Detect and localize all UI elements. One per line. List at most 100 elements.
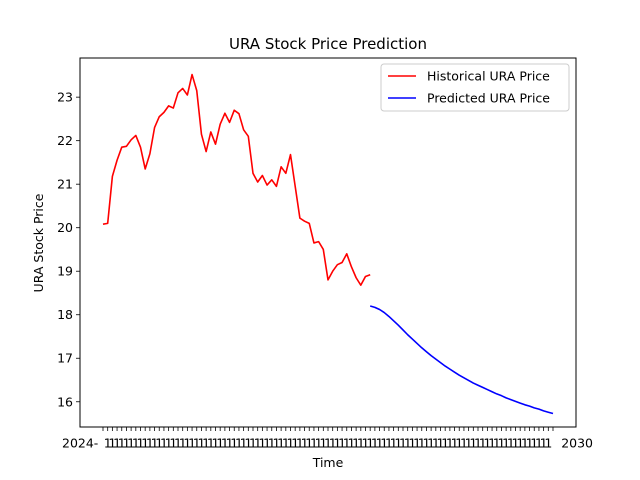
x-tick-label: 1 [104,436,112,451]
legend-label-predicted: Predicted URA Price [427,91,550,106]
x-tick-label: 1 [488,436,496,451]
y-tick-label: 22 [57,133,73,148]
y-axis-label: URA Stock Price [31,193,46,292]
x-axis-label: Time [312,455,344,470]
x-tick-label: 1 [183,436,191,451]
x-tick-label: 1 [122,436,130,451]
y-tick-label: 16 [57,394,73,409]
x-tick-label: 1 [165,436,173,451]
x-tick-label: 1 [479,436,487,451]
x-tick-label: 1 [230,436,238,451]
x-tick-label: 1 [197,436,205,451]
x-tick-label: 1 [540,436,548,451]
x-tick-label: 1 [366,436,374,451]
x-tick-label: 1 [118,436,126,451]
series-line-predicted [369,305,554,415]
chart-title: URA Stock Price Prediction [229,35,427,53]
x-tick-label: 1 [212,436,220,451]
x-tick-label: 1 [287,436,295,451]
y-tick-label: 17 [57,351,73,366]
x-tick-label: 1 [469,436,477,451]
x-tick-label: 1 [535,436,543,451]
x-tick-label: 1 [174,436,182,451]
x-tick-label: 1 [474,436,482,451]
x-tick-label: 1 [502,436,510,451]
x-tick-label: 1 [451,436,459,451]
x-tick-label: 1 [404,436,412,451]
x-tick-label: 1 [160,436,168,451]
x-tick-label: 1 [249,436,257,451]
x-axis: 2024- 11111111111111111111111111111111111… [62,427,593,451]
x-tick-label: 1 [455,436,463,451]
x-tick-label: 1 [216,436,224,451]
y-tick-label: 21 [57,177,73,192]
x-tick-label: 1 [376,436,384,451]
x-tick-label: 1 [132,436,140,451]
x-tick-label: 1 [530,436,538,451]
x-tick-label: 1 [329,436,337,451]
x-tick-label: 1 [324,436,332,451]
x-tick-label: 1 [352,436,360,451]
x-tick-label: 1 [151,436,159,451]
x-tick-label: 1 [296,436,304,451]
legend: Historical URA Price Predicted URA Price [380,63,570,112]
x-tick-label: 1 [437,436,445,451]
x-tick-label: 1 [268,436,276,451]
x-tick-label: 1 [258,436,266,451]
x-tick-label: 1 [221,436,229,451]
x-tick-label: 1 [310,436,318,451]
plot-frame [79,57,577,428]
x-tick-label: 1 [108,436,116,451]
x-tick-label: 1 [127,436,135,451]
x-tick-label: 1 [338,436,346,451]
x-tick-label: 1 [544,436,552,451]
x-tick-label: 1 [493,436,501,451]
x-tick-label: 1 [507,436,515,451]
x-tick-label: 1 [512,436,520,451]
x-tick-label: 1 [202,436,210,451]
x-tick-label: 1 [263,436,271,451]
x-tick-label-left: 2024- [62,436,98,451]
x-tick-label: 1 [301,436,309,451]
series-layer [102,73,554,415]
x-tick-label: 1 [497,436,505,451]
plot-area [80,58,576,427]
y-tick-label: 19 [57,264,73,279]
x-tick-label: 1 [347,436,355,451]
x-tick-label: 1 [254,436,262,451]
x-tick-label: 1 [394,436,402,451]
x-tick-label: 1 [483,436,491,451]
x-tick-label: 1 [305,436,313,451]
x-tick-label: 1 [272,436,280,451]
y-tick-label: 23 [57,90,73,105]
x-tick-label: 1 [291,436,299,451]
x-tick-label: 1 [413,436,421,451]
x-tick-label: 1 [207,436,215,451]
legend-box [380,63,570,112]
y-tick-label: 18 [57,307,73,322]
x-tick-label: 1 [399,436,407,451]
x-tick-label: 1 [282,436,290,451]
x-tick-label: 1 [380,436,388,451]
x-tick-label: 1 [155,436,163,451]
legend-label-historical: Historical URA Price [427,69,550,84]
x-tick-label: 1 [362,436,370,451]
y-axis: 16 17 18 19 20 21 22 23 [57,90,80,409]
x-tick-label: 1 [277,436,285,451]
x-tick-label: 1 [169,436,177,451]
x-tick-label: 1 [226,436,234,451]
x-tick-label: 1 [385,436,393,451]
x-tick-label: 1 [526,436,534,451]
x-tick-label: 1 [521,436,529,451]
x-tick-label: 1 [343,436,351,451]
x-tick-label: 1 [333,436,341,451]
x-tick-label: 1 [465,436,473,451]
x-tick-label: 1 [446,436,454,451]
x-tick-label: 1 [315,436,323,451]
x-tick-label: 1 [193,436,201,451]
x-tick-label: 1 [427,436,435,451]
x-tick-label: 1 [235,436,243,451]
series-line-historical [102,73,371,286]
x-tick-label: 1 [244,436,252,451]
